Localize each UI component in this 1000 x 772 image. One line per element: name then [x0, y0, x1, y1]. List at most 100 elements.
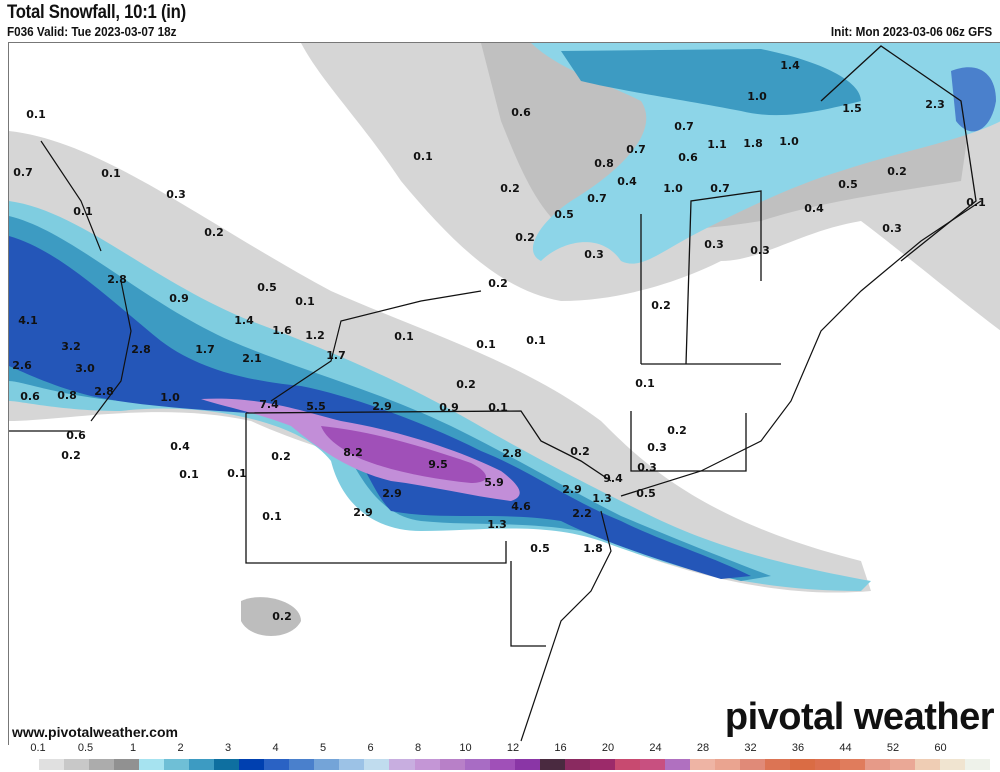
snowfall-value-label: 1.7 — [195, 343, 215, 356]
snowfall-value-label: 0.2 — [61, 449, 81, 462]
light-snow-area — [9, 131, 871, 593]
snowfall-value-label: 0.3 — [882, 222, 902, 235]
snowfall-value-label: 2.1 — [242, 352, 262, 365]
snowfall-value-label: 0.7 — [13, 166, 33, 179]
colorbar-swatch — [614, 759, 640, 770]
colorbar-swatch — [164, 759, 190, 770]
snowfall-value-label: 0.2 — [667, 424, 687, 437]
map-title: Total Snowfall, 10:1 (in) — [7, 2, 186, 23]
colorbar-swatch — [114, 759, 140, 770]
colorbar-tick-label: 24 — [649, 742, 662, 754]
colorbar-tick-label: 3 — [224, 742, 232, 754]
colorbar-swatch — [214, 759, 240, 770]
snowfall-value-label: 1.3 — [592, 492, 612, 505]
heavy-snow-area — [951, 67, 996, 132]
heavy-snow-area — [561, 49, 861, 116]
snowfall-value-label: 2.2 — [572, 507, 592, 520]
snowfall-value-label: 0.1 — [476, 338, 496, 351]
colorbar-swatch — [764, 759, 790, 770]
snowfall-value-label: 0.1 — [394, 330, 414, 343]
colorbar-swatch — [289, 759, 315, 770]
snowfall-value-label: 0.1 — [26, 108, 46, 121]
colorbar-swatch — [714, 759, 740, 770]
snowfall-value-label: 0.1 — [179, 468, 199, 481]
snowfall-value-label: 0.1 — [413, 150, 433, 163]
colorbar-tick-label: 1 — [129, 742, 137, 754]
snowfall-value-label: 2.8 — [502, 447, 522, 460]
moderate-snow-area — [531, 43, 1000, 264]
snowfall-value-label: 0.7 — [710, 182, 730, 195]
colorbar-swatch — [464, 759, 490, 770]
snowfall-value-label: 0.2 — [651, 299, 671, 312]
colorbar-swatch — [39, 759, 65, 770]
coastline — [40, 140, 982, 742]
colorbar-swatch — [539, 759, 565, 770]
snowfall-value-label: 1.0 — [160, 391, 180, 404]
snowfall-value-label: 1.8 — [743, 137, 763, 150]
colorbar-swatch — [189, 759, 215, 770]
snowfall-shading — [9, 43, 1000, 636]
snowfall-value-label: 0.8 — [57, 389, 77, 402]
snowfall-value-label: 0.3 — [704, 238, 724, 251]
colorbar-tick-label: 8 — [414, 742, 422, 754]
colorbar-swatch — [564, 759, 590, 770]
snowfall-value-label: 1.5 — [842, 102, 862, 115]
snowfall-value-label: 0.5 — [257, 281, 277, 294]
snowfall-value-label: 0.3 — [166, 188, 186, 201]
colorbar-swatch — [689, 759, 715, 770]
colorbar-swatch — [789, 759, 815, 770]
colorbar-tick-label: 32 — [744, 742, 757, 754]
colorbar-tick-label: 20 — [601, 742, 615, 754]
colorbar-swatch — [815, 759, 841, 770]
colorbar-tick-label: 16 — [554, 742, 567, 754]
snowfall-value-label: 2.9 — [353, 506, 373, 519]
snowfall-value-label: 2.3 — [925, 98, 945, 111]
colorbar-swatch — [339, 759, 365, 770]
colorbar-swatch — [514, 759, 540, 770]
colorbar-swatch — [915, 759, 941, 770]
snowfall-value-label: 0.7 — [626, 143, 646, 156]
snowfall-value-label: 0.1 — [966, 196, 986, 209]
snowfall-value-label: 0.1 — [635, 377, 655, 390]
snowfall-value-label: 0.1 — [526, 334, 546, 347]
snowfall-value-label: 0.3 — [637, 461, 657, 474]
snowfall-value-label: 1.0 — [663, 182, 683, 195]
snowfall-value-label: 9.4 — [603, 472, 623, 485]
colorbar-swatch — [865, 759, 891, 770]
snowfall-value-label: 0.2 — [204, 226, 224, 239]
colorbar-swatch — [840, 759, 866, 770]
state-borders — [9, 45, 977, 647]
accumulation-labels: 0.1 0.7 0.1 0.3 0.1 0.2 2.8 0.5 0.9 0.1 4.1 1.4 1.6 1… — [12, 59, 986, 623]
snowfall-value-label: 9.5 — [428, 458, 448, 471]
snowfall-value-label: 4.1 — [18, 314, 38, 327]
snowfall-value-label: 0.5 — [554, 208, 574, 221]
snowfall-value-label: 2.9 — [382, 487, 402, 500]
colorbar-swatch — [439, 759, 465, 770]
snowfall-value-label: 3.0 — [75, 362, 95, 375]
colorbar-tick-label: 44 — [839, 742, 852, 754]
snowfall-value-label: 0.3 — [647, 441, 667, 454]
colorbar-swatch — [414, 759, 440, 770]
colorbar-swatch — [389, 759, 415, 770]
snowfall-value-label: 1.0 — [779, 135, 799, 148]
snowfall-value-label: 0.4 — [804, 202, 824, 215]
snowfall-value-label: 0.1 — [73, 205, 93, 218]
snowfall-value-label: 2.6 — [12, 359, 32, 372]
init-time: Init: Mon 2023-03-06 06z GFS — [830, 24, 992, 39]
snowfall-value-label: 0.1 — [262, 510, 282, 523]
snowfall-map[interactable]: 0.1 0.7 0.1 0.3 0.1 0.2 2.8 0.5 0.9 0.1 4.1 1.4 1.6 1… — [8, 42, 1000, 745]
snowfall-value-label: 3.2 — [61, 340, 81, 353]
light-snow-area — [241, 597, 301, 636]
snowfall-value-label: 1.2 — [305, 329, 325, 342]
snowfall-value-label: 2.9 — [562, 483, 582, 496]
colorbar-swatch — [64, 759, 90, 770]
snowfall-value-label: 0.1 — [295, 295, 315, 308]
snowfall-value-label: 4.6 — [511, 500, 531, 513]
extreme-snow-area — [321, 426, 486, 483]
snowfall-value-label: 1.7 — [326, 349, 346, 362]
snowfall-value-label: 1.3 — [487, 518, 507, 531]
colorbar-swatch — [139, 759, 165, 770]
snowfall-value-label: 8.2 — [343, 446, 363, 459]
colorbar-tick-label: 6 — [367, 742, 374, 754]
colorbar-swatch — [89, 759, 115, 770]
